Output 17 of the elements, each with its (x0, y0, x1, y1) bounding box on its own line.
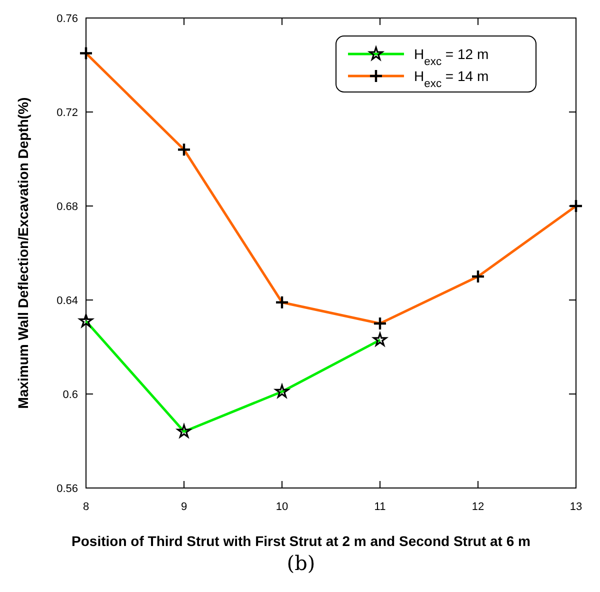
x-tick-label: 9 (180, 501, 188, 513)
y-tick-label: 0.68 (56, 200, 78, 213)
legend-label: H$_{exc}$ = 14 m (414, 68, 489, 90)
legend-label: H$_{exc}$ = 12 m (414, 46, 489, 68)
y-tick-label: 0.76 (56, 12, 78, 25)
y-tick-label: 0.64 (56, 294, 78, 307)
x-tick-label: 10 (276, 501, 288, 513)
x-tick-label: 11 (374, 501, 386, 513)
y-tick-label: 0.56 (56, 482, 78, 495)
x-axis-title: Position of Third Strut with First Strut at 2 m and Second Strut at 6 m (72, 533, 530, 549)
x-tick-label: 12 (472, 501, 484, 513)
y-axis-title: Maximum Wall Deflection/Excavation Depth(%) (15, 97, 31, 409)
y-tick-label: 0.72 (56, 106, 78, 119)
x-tick-label: 13 (570, 501, 582, 513)
text: (b) (286, 551, 316, 575)
y-tick-label: 0.6 (62, 388, 78, 401)
x-tick-label: 8 (82, 501, 90, 513)
